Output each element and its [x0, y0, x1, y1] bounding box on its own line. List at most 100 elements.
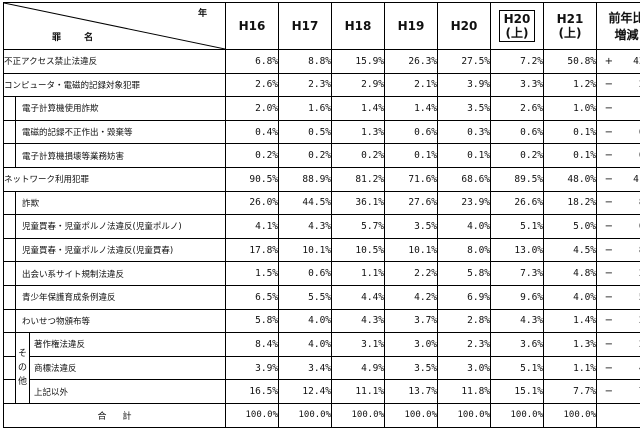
- ratio-value: 11.8%: [438, 380, 491, 404]
- indent-spacer: [4, 215, 16, 239]
- ratio-value: 3.3%: [491, 73, 544, 97]
- change-value: 2.9: [621, 309, 640, 333]
- other-group-label: その他: [16, 333, 30, 404]
- ratio-value: 4.3%: [279, 215, 332, 239]
- change-sign: −: [597, 73, 621, 97]
- ratio-value: 6.8%: [226, 50, 279, 74]
- ratio-value: 0.6%: [385, 120, 438, 144]
- change-value: 2.1: [621, 73, 640, 97]
- year-header: H17: [279, 3, 332, 50]
- change-sign: −: [597, 238, 621, 262]
- header-row: 年 罪 名 H16 H17 H18 H19 H20 H20(上) H21(上) …: [4, 3, 640, 50]
- ratio-value: 4.4%: [332, 285, 385, 309]
- ratio-value: 4.3%: [491, 309, 544, 333]
- ratio-value: 4.0%: [279, 333, 332, 357]
- crime-name: 児童買春・児童ポルノ法違反(児童ポルノ): [16, 215, 226, 239]
- ratio-value: 8.4%: [226, 333, 279, 357]
- ratio-value: 0.1%: [438, 144, 491, 168]
- ratio-value: 27.5%: [438, 50, 491, 74]
- year-header: H16: [226, 3, 279, 50]
- table-row: 児童買春・児童ポルノ法違反(児童買春)17.8%10.1%10.5%10.1%8…: [4, 238, 640, 262]
- ratio-value: 0.6%: [491, 120, 544, 144]
- ratio-value: 8.0%: [438, 238, 491, 262]
- ratio-value: 90.5%: [226, 167, 279, 191]
- year-header-line: (上): [506, 26, 529, 40]
- ratio-value: 4.5%: [544, 238, 597, 262]
- change-sign: −: [597, 120, 621, 144]
- year-header-line: H18: [345, 19, 372, 33]
- crime-name: 著作権法違反: [30, 333, 226, 357]
- indent-spacer: [4, 120, 16, 144]
- change-value: 7.4: [621, 380, 640, 404]
- change-sign: −: [597, 309, 621, 333]
- crime-name: 電磁的記録不正作出・毀棄等: [16, 120, 226, 144]
- crime-name: コンピュータ・電磁的記録対象犯罪: [4, 73, 226, 97]
- ratio-value: 3.5%: [385, 356, 438, 380]
- table-row: その他著作権法違反8.4%4.0%3.1%3.0%2.3%3.6%1.3%−2.…: [4, 333, 640, 357]
- change-header: 前年比 増減: [597, 3, 640, 50]
- table-row: 上記以外16.5%12.4%11.1%13.7%11.8%15.1%7.7%−7…: [4, 380, 640, 404]
- ratio-value: 10.1%: [279, 238, 332, 262]
- ratio-value: 0.1%: [544, 144, 597, 168]
- year-header-line: H16: [239, 19, 266, 33]
- crime-name: わいせつ物頒布等: [16, 309, 226, 333]
- total-value: 100.0%: [438, 403, 491, 427]
- change-value: 2.3: [621, 333, 640, 357]
- crime-name: 商標法違反: [30, 356, 226, 380]
- change-sign: −: [597, 97, 621, 121]
- ratio-value: 8.8%: [279, 50, 332, 74]
- ratio-value: 36.1%: [332, 191, 385, 215]
- ratio-value: 1.4%: [385, 97, 438, 121]
- ratio-value: 3.7%: [385, 309, 438, 333]
- ratio-value: 2.1%: [385, 73, 438, 97]
- ratio-value: 17.8%: [226, 238, 279, 262]
- ratio-value: 13.7%: [385, 380, 438, 404]
- change-sign: −: [597, 380, 621, 404]
- ratio-value: 89.5%: [491, 167, 544, 191]
- ratio-value: 10.1%: [385, 238, 438, 262]
- crime-name: 電子計算機損壊等業務妨害: [16, 144, 226, 168]
- crime-name: 青少年保護育成条例違反: [16, 285, 226, 309]
- ratio-value: 26.0%: [226, 191, 279, 215]
- corner-year-label: 年: [198, 6, 207, 19]
- table-row: 電子計算機使用詐欺2.0%1.6%1.4%1.4%3.5%2.6%1.0%−1.…: [4, 97, 640, 121]
- year-header: H19: [385, 3, 438, 50]
- ratio-value: 0.2%: [491, 144, 544, 168]
- ratio-value: 3.9%: [226, 356, 279, 380]
- ratio-value: 3.5%: [385, 215, 438, 239]
- ratio-value: 50.8%: [544, 50, 597, 74]
- ratio-value: 1.6%: [279, 97, 332, 121]
- ratio-value: 5.8%: [438, 262, 491, 286]
- year-header-line: H20: [504, 12, 531, 26]
- indent-spacer: [4, 262, 16, 286]
- indent-spacer: [4, 97, 16, 121]
- ratio-value: 0.6%: [279, 262, 332, 286]
- ratio-value: 2.0%: [226, 97, 279, 121]
- ratio-value: 7.2%: [491, 50, 544, 74]
- indent-spacer: [4, 238, 16, 262]
- change-sign: −: [597, 262, 621, 286]
- ratio-value: 16.5%: [226, 380, 279, 404]
- indent-spacer: [4, 309, 16, 333]
- ratio-value: 6.5%: [226, 285, 279, 309]
- year-header: H20: [438, 3, 491, 50]
- ratio-value: 9.6%: [491, 285, 544, 309]
- ratio-value: 71.6%: [385, 167, 438, 191]
- crime-name: ネットワーク利用犯罪: [4, 167, 226, 191]
- ratio-value: 88.9%: [279, 167, 332, 191]
- ratio-value: 2.3%: [438, 333, 491, 357]
- ratio-value: 12.4%: [279, 380, 332, 404]
- ratio-value: 10.5%: [332, 238, 385, 262]
- crime-name: 児童買春・児童ポルノ法違反(児童買春): [16, 238, 226, 262]
- total-change-empty: [597, 403, 640, 427]
- ratio-value: 0.1%: [385, 144, 438, 168]
- ratio-value: 26.6%: [491, 191, 544, 215]
- year-header-line: H21: [557, 12, 584, 26]
- change-sign: −: [597, 356, 621, 380]
